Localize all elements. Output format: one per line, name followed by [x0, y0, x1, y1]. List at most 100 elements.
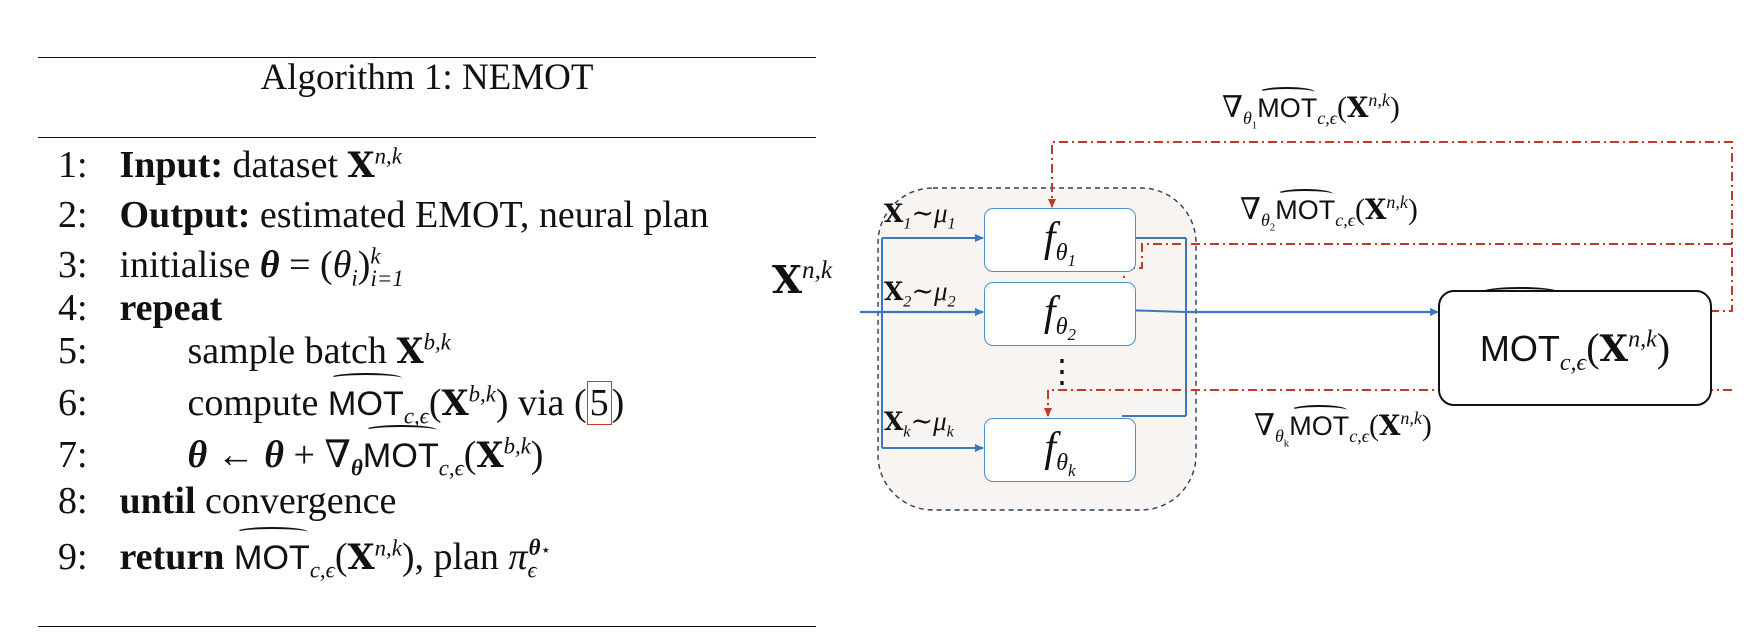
math-theta: θ — [259, 244, 280, 286]
line-text: compute — [187, 382, 319, 424]
math-mot: MOT — [1257, 87, 1318, 123]
math-X: X — [884, 199, 904, 228]
math-theta: θ — [187, 434, 208, 476]
line-number: 3: — [58, 244, 88, 286]
network-box-2: fθ2 — [984, 282, 1136, 346]
algo-line-9: 9: return MOTc,ϵ(Xn,k), plan πϵθ⋆ — [58, 527, 552, 583]
math-sub: k — [1283, 437, 1290, 450]
math-mot: MOT — [328, 373, 404, 429]
gradient-label-2: ∇θ2MOTc,ϵ(Xn,k) — [1240, 189, 1418, 234]
math-sub: 1 — [903, 214, 912, 233]
math-theta: θ — [264, 434, 284, 476]
keyword-input: Input: — [119, 144, 224, 186]
math-sup: b,k — [423, 329, 451, 355]
math-sub: 2 — [1269, 221, 1276, 234]
line-number: 4: — [58, 287, 88, 329]
math-sub: k — [1068, 461, 1076, 481]
marginal-label-1: X1∼μ1 — [884, 198, 956, 233]
math-mu: μ — [933, 276, 948, 306]
mot-output-box: MOTc,ϵ(Xn,k) — [1438, 287, 1712, 406]
line-number: 8: — [58, 480, 88, 522]
math-sub: c,ϵ — [403, 403, 429, 429]
math-nabla: ∇ — [1254, 409, 1275, 442]
algo-line-7: 7: θ ← θ + ∇θMOTc,ϵ(Xb,k) — [58, 425, 543, 481]
math-sup: b,k — [503, 433, 531, 459]
algorithm-block: Algorithm 1: NEMOT 1: Input: dataset Xn,… — [38, 0, 828, 640]
math-sub: c,ϵ — [1317, 108, 1337, 128]
math-X: X — [1599, 326, 1629, 370]
line-number: 1: — [58, 144, 88, 186]
math-sub: 2 — [947, 292, 956, 311]
gradient-feedback-1 — [1048, 141, 1733, 312]
math-sub: 2 — [903, 292, 912, 311]
gradient-label-1: ∇θ1MOTc,ϵ(Xn,k) — [1222, 87, 1400, 132]
line-number: 5: — [58, 330, 88, 372]
math-theta: θ — [1274, 426, 1284, 446]
algo-line-4: 4: repeat — [58, 283, 222, 333]
input-label: Xn,k — [772, 256, 832, 304]
math-X: X — [476, 435, 504, 476]
math-X: X — [1378, 409, 1401, 442]
math-f: f — [1044, 425, 1057, 471]
line-text: dataset — [232, 144, 339, 186]
line-number: 2: — [58, 194, 88, 236]
nemot-diagram: Xn,k X1∼μ1 X2∼μ2 Xk∼μk fθ1 fθ2 ⋮ fθk MOT… — [772, 87, 1756, 640]
math-sup: k — [370, 243, 381, 269]
math-mu: μ — [933, 406, 947, 436]
math-mu: μ — [933, 198, 948, 228]
math-sup: n,k — [1400, 408, 1422, 428]
math-sup: n,k — [1628, 326, 1657, 353]
math-sup: n,k — [1386, 192, 1408, 212]
network-box-k: fθk — [984, 418, 1136, 482]
math-mot: MOT — [1289, 405, 1350, 441]
equation-ref-link[interactable]: 5 — [586, 381, 612, 425]
algo-line-5: 5: sample batch Xb,k — [58, 326, 451, 376]
math-sup: n,k — [374, 535, 402, 561]
math-sim: ∼ — [910, 406, 934, 436]
marginal-label-k: Xk∼μk — [884, 406, 954, 439]
math-assign: ← — [216, 434, 255, 476]
math-mot: MOT — [363, 425, 439, 481]
keyword-return: return — [119, 536, 225, 578]
marginal-label-2: X2∼μ2 — [884, 276, 956, 311]
math-sup: n,k — [1368, 90, 1390, 110]
top-rule — [38, 57, 816, 58]
math-sub: c,ϵ — [1349, 426, 1369, 446]
gradient-label-k: ∇θkMOTc,ϵ(Xn,k) — [1254, 405, 1432, 450]
math-theta: θ — [1055, 313, 1068, 341]
math-sub: θ — [350, 455, 363, 481]
math-nabla: ∇ — [1240, 193, 1261, 226]
math-sub: 1 — [947, 214, 956, 233]
math-sub: 2 — [1067, 325, 1077, 345]
keyword-output: Output: — [119, 194, 251, 236]
keyword-until: until — [119, 480, 196, 522]
keyword-repeat: repeat — [119, 287, 223, 329]
line-text: , plan — [414, 536, 499, 578]
math-sim: ∼ — [911, 198, 934, 228]
line-text: estimated EMOT, neural plan — [259, 194, 709, 236]
math-sup: n,k — [801, 257, 833, 284]
math-nabla: ∇ — [324, 434, 351, 476]
algorithm-title: Algorithm 1: NEMOT — [260, 57, 594, 98]
math-theta: θ — [332, 244, 352, 286]
line-number: 7: — [58, 434, 88, 476]
math-sup: b,k — [468, 381, 496, 407]
math-theta: θ — [1056, 449, 1069, 477]
math-mot: MOT — [234, 527, 310, 583]
gradient-feedback-2 — [1117, 243, 1732, 294]
title-rule — [38, 137, 816, 138]
math-sub: c,ϵ — [1335, 210, 1355, 230]
line-text: initialise — [119, 244, 251, 286]
math-star: ⋆ — [540, 540, 552, 560]
line-text: convergence — [205, 480, 397, 522]
line-number: 9: — [58, 536, 88, 578]
algo-line-8: 8: until convergence — [58, 476, 396, 526]
bottom-rule — [38, 626, 816, 627]
line-text: sample batch — [187, 330, 387, 372]
math-plus: + — [293, 434, 315, 476]
math-sub: c,ϵ — [438, 455, 464, 481]
math-mot: MOT — [1480, 287, 1560, 405]
math-X: X — [347, 537, 375, 578]
math-sub: c,ϵ — [309, 557, 335, 583]
math-sup: n,k — [374, 143, 402, 169]
